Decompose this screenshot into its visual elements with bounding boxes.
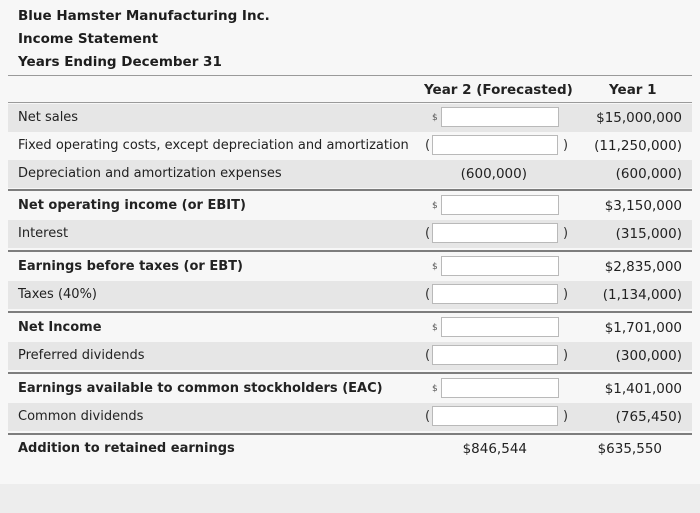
- row-preferred-dividends: Preferred dividends: [8, 342, 692, 370]
- row-label: Interest: [18, 226, 69, 241]
- ebit-year2-input[interactable]: [441, 195, 559, 215]
- row-retained-earnings: Addition to retained earnings: [8, 436, 692, 464]
- interest-year1-value: (315,000): [615, 226, 682, 242]
- bottom-strip: [0, 484, 700, 513]
- section-divider: [8, 250, 692, 252]
- row-label: Net Income: [18, 320, 102, 335]
- currency-symbol: $: [432, 384, 438, 394]
- row-net-income: Net Income: [8, 314, 692, 342]
- row-net-sales: Net sales: [8, 104, 692, 132]
- section-divider: [8, 372, 692, 374]
- section-divider: [8, 189, 692, 191]
- depreciation-year2-value: (600,000): [460, 166, 527, 182]
- statement-title: Income Statement: [18, 31, 159, 47]
- net-income-year2-input[interactable]: [441, 317, 559, 337]
- row-common-dividends: Common dividends: [8, 403, 692, 431]
- row-eac: Earnings available to common stockholder…: [8, 375, 692, 403]
- net-sales-year2-input[interactable]: [441, 107, 559, 127]
- eac-year1-value: $1,401,000: [604, 381, 682, 397]
- row-ebit: Net operating income (or EBIT): [8, 192, 692, 220]
- row-label: Taxes (40%): [18, 287, 97, 302]
- retained-earnings-year1-value: $635,550: [597, 441, 662, 457]
- row-ebt: Earnings before taxes (or EBT): [8, 253, 692, 281]
- taxes-year2-input[interactable]: [432, 284, 558, 304]
- close-paren: ): [563, 348, 569, 363]
- header-divider: [8, 75, 692, 76]
- common-dividends-year1-value: (765,450): [615, 409, 682, 425]
- statement-period: Years Ending December 31: [18, 54, 222, 70]
- row-depreciation: Depreciation and amortization expenses: [8, 160, 692, 188]
- row-taxes: Taxes (40%): [8, 281, 692, 309]
- ebt-year1-value: $2,835,000: [604, 259, 682, 275]
- net-sales-year1-value: $15,000,000: [596, 110, 682, 126]
- interest-year2-input[interactable]: [432, 223, 558, 243]
- column-header-divider: [8, 102, 692, 103]
- preferred-dividends-year2-input[interactable]: [432, 345, 558, 365]
- currency-symbol: $: [432, 113, 438, 123]
- net-income-year1-value: $1,701,000: [604, 320, 682, 336]
- eac-year2-input[interactable]: [441, 378, 559, 398]
- row-label: Addition to retained earnings: [18, 441, 235, 456]
- preferred-dividends-year1-value: (300,000): [615, 348, 682, 364]
- depreciation-year1-value: (600,000): [615, 166, 682, 182]
- row-fixed-costs: Fixed operating costs, except depreciati…: [8, 132, 692, 160]
- currency-symbol: $: [432, 201, 438, 211]
- open-paren: (: [425, 138, 431, 153]
- open-paren: (: [425, 226, 431, 241]
- row-label: Net operating income (or EBIT): [18, 198, 246, 213]
- col-year1-header: Year 1: [609, 82, 657, 98]
- section-divider: [8, 433, 692, 435]
- row-label: Fixed operating costs, except depreciati…: [18, 138, 409, 153]
- close-paren: ): [563, 138, 569, 153]
- row-label: Depreciation and amortization expenses: [18, 166, 282, 181]
- close-paren: ): [563, 409, 569, 424]
- fixed-costs-year1-value: (11,250,000): [594, 138, 682, 154]
- common-dividends-year2-input[interactable]: [432, 406, 558, 426]
- open-paren: (: [425, 348, 431, 363]
- ebt-year2-input[interactable]: [441, 256, 559, 276]
- currency-symbol: $: [432, 323, 438, 333]
- open-paren: (: [425, 409, 431, 424]
- currency-symbol: $: [432, 262, 438, 272]
- row-label: Common dividends: [18, 409, 144, 424]
- row-label: Net sales: [18, 110, 79, 125]
- col-year2-header: Year 2 (Forecasted): [424, 82, 573, 98]
- section-divider: [8, 311, 692, 313]
- row-label: Earnings before taxes (or EBT): [18, 259, 243, 274]
- open-paren: (: [425, 287, 431, 302]
- taxes-year1-value: (1,134,000): [602, 287, 682, 303]
- fixed-costs-year2-input[interactable]: [432, 135, 558, 155]
- row-label: Earnings available to common stockholder…: [18, 381, 383, 396]
- company-name: Blue Hamster Manufacturing Inc.: [18, 8, 270, 24]
- ebit-year1-value: $3,150,000: [604, 198, 682, 214]
- close-paren: ): [563, 287, 569, 302]
- close-paren: ): [563, 226, 569, 241]
- row-label: Preferred dividends: [18, 348, 145, 363]
- row-interest: Interest: [8, 220, 692, 248]
- retained-earnings-year2-value: $846,544: [462, 441, 527, 457]
